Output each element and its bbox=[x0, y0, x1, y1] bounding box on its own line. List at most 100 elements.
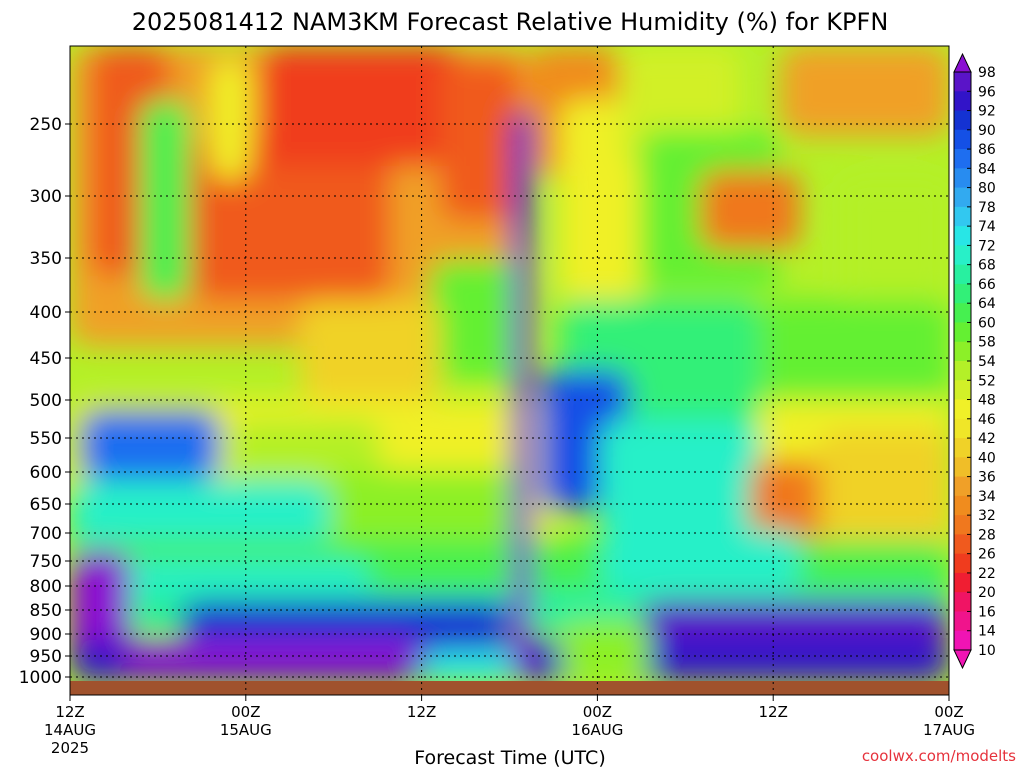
y-tick-label: 400 bbox=[30, 303, 62, 323]
chart-title: 2025081412 NAM3KM Forecast Relative Humi… bbox=[132, 8, 889, 36]
y-tick-label: 500 bbox=[30, 391, 62, 411]
y-tick-label: 650 bbox=[30, 495, 62, 515]
colorbar-swatch bbox=[954, 380, 971, 401]
colorbar-label: 26 bbox=[978, 547, 996, 563]
y-tick-label: 300 bbox=[30, 187, 62, 207]
colorbar-swatch bbox=[954, 553, 971, 574]
y-tick-label: 950 bbox=[30, 647, 62, 667]
colorbar-label: 92 bbox=[978, 104, 996, 120]
colorbar-swatch bbox=[954, 149, 971, 169]
humidity-region bbox=[430, 260, 530, 380]
y-tick-label: 800 bbox=[30, 577, 62, 597]
colorbar-swatch bbox=[954, 245, 971, 266]
colorbar-swatch bbox=[954, 206, 971, 227]
colorbar-swatch bbox=[954, 534, 971, 555]
colorbar-label: 22 bbox=[978, 566, 996, 582]
humidity-region bbox=[190, 140, 390, 300]
humidity-region bbox=[70, 480, 330, 550]
humidity-region bbox=[140, 100, 190, 300]
humidity-region bbox=[420, 650, 520, 681]
colorbar-swatch bbox=[954, 168, 971, 189]
colorbar-swatch bbox=[954, 457, 971, 478]
colorbar-label: 28 bbox=[978, 527, 996, 543]
x-tick-hour: 12Z bbox=[759, 703, 788, 721]
colorbar-swatch bbox=[954, 226, 971, 246]
colorbar-swatch bbox=[954, 341, 971, 362]
y-tick-label: 600 bbox=[30, 463, 62, 483]
colorbar-swatch bbox=[954, 72, 971, 92]
moist-region bbox=[80, 410, 220, 480]
y-tick-label: 850 bbox=[30, 601, 62, 621]
colorbar-swatch bbox=[954, 418, 971, 439]
x-tick-date: 14AUG bbox=[44, 721, 96, 739]
humidity-region bbox=[330, 470, 530, 550]
colorbar-swatch bbox=[954, 303, 971, 323]
colorbar-swatch bbox=[954, 129, 971, 150]
colorbar-label: 90 bbox=[978, 123, 996, 139]
colorbar-label: 68 bbox=[978, 258, 996, 274]
plot-area bbox=[70, 46, 949, 681]
colorbar-top-arrow bbox=[953, 52, 972, 73]
y-tick-label: 900 bbox=[30, 625, 62, 645]
colorbar-label: 66 bbox=[978, 277, 996, 293]
y-tick-label: 450 bbox=[30, 349, 62, 369]
colorbar-label: 20 bbox=[978, 585, 996, 601]
humidity-region bbox=[840, 180, 949, 300]
colorbar-swatch bbox=[954, 110, 971, 131]
humidity-region bbox=[780, 46, 949, 136]
colorbar-label: 72 bbox=[978, 238, 996, 254]
colorbar-label: 64 bbox=[978, 296, 996, 312]
colorbar-label: 14 bbox=[978, 624, 996, 640]
colorbar-swatch bbox=[954, 572, 971, 593]
colorbar-bottom-arrow bbox=[953, 649, 972, 670]
colorbar-swatch bbox=[954, 592, 971, 612]
colorbar-swatch bbox=[954, 476, 971, 497]
colorbar-label: 74 bbox=[978, 219, 996, 235]
y-tick-label: 250 bbox=[30, 115, 62, 135]
x-tick-hour: 00Z bbox=[231, 703, 260, 721]
humidity-region bbox=[514, 240, 528, 680]
x-tick-date: 15AUG bbox=[220, 721, 272, 739]
humidity-region bbox=[210, 60, 250, 180]
colorbar-swatch bbox=[954, 322, 971, 343]
colorbar-label: 86 bbox=[978, 142, 996, 158]
colorbar: 98 96 92 90 86 84 80 78 74 72 68 66 64 60 58 54 52 48 46 42… bbox=[953, 52, 996, 670]
humidity-region bbox=[120, 640, 420, 670]
humidity-field bbox=[70, 46, 949, 681]
x-tick-hour: 00Z bbox=[583, 703, 612, 721]
humidity-region bbox=[600, 420, 760, 540]
humidity-region bbox=[750, 460, 840, 550]
x-tick-hour: 12Z bbox=[407, 703, 436, 721]
x-axis-label: Forecast Time (UTC) bbox=[414, 747, 605, 768]
colorbar-label: 46 bbox=[978, 412, 996, 428]
humidity-region bbox=[760, 300, 949, 400]
colorbar-label: 16 bbox=[978, 604, 996, 620]
colorbar-swatch bbox=[954, 283, 971, 304]
colorbar-swatch bbox=[954, 630, 971, 651]
colorbar-swatch bbox=[954, 438, 971, 458]
y-axis: 250 300 350 400 450 500 550 600 650 700 750 800 850 9… bbox=[19, 115, 70, 688]
humidity-region bbox=[300, 300, 440, 400]
colorbar-swatch bbox=[954, 187, 971, 208]
humidity-region bbox=[560, 100, 640, 300]
colorbar-swatch bbox=[954, 264, 971, 285]
colorbar-label: 10 bbox=[978, 643, 996, 659]
x-tick-hour: 12Z bbox=[55, 703, 84, 721]
y-tick-label: 550 bbox=[30, 429, 62, 449]
x-tick-date: 16AUG bbox=[571, 721, 623, 739]
y-tick-label: 750 bbox=[30, 552, 62, 572]
humidity-region bbox=[640, 600, 949, 645]
colorbar-label: 58 bbox=[978, 335, 996, 351]
humidity-region bbox=[260, 46, 460, 166]
humidity-region bbox=[600, 530, 800, 590]
humidity-region bbox=[820, 430, 949, 550]
colorbar-swatch bbox=[954, 495, 971, 516]
humidity-region bbox=[440, 60, 520, 220]
colorbar-label: 80 bbox=[978, 181, 996, 197]
humidity-region bbox=[560, 620, 650, 681]
colorbar-swatch bbox=[954, 515, 971, 535]
plot-frame bbox=[69, 45, 950, 696]
colorbar-label: 84 bbox=[978, 161, 996, 177]
